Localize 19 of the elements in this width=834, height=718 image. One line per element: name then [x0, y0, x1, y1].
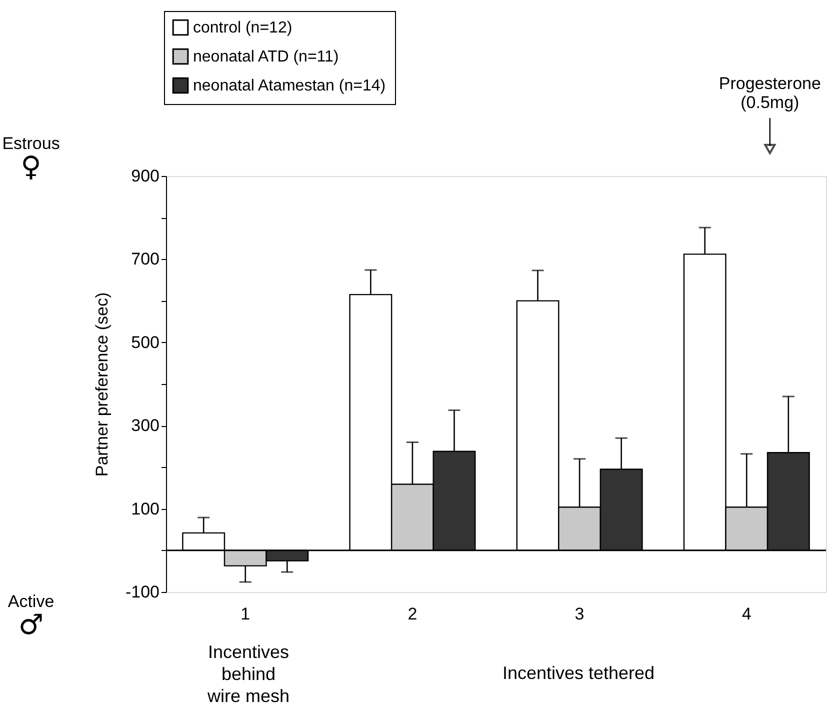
- y-tick-label: 700: [131, 250, 160, 269]
- y-tick-label: -100: [125, 582, 160, 602]
- y-axis-title: Partner preference (sec): [92, 292, 112, 477]
- legend-label: control (n=12): [193, 20, 292, 36]
- text: Estrous ♀: [2, 134, 60, 183]
- text: Progesterone (0.5mg): [718, 74, 821, 112]
- x-tick-label: 3: [574, 604, 584, 624]
- legend-label: neonatal Atamestan (n=14): [193, 78, 386, 94]
- x-tick-label: 1: [240, 604, 250, 624]
- y-tick-label: 100: [131, 499, 160, 518]
- y-tick-label: 300: [131, 416, 160, 436]
- y-tick-label: 500: [131, 332, 160, 352]
- y-tick-label: 900: [131, 166, 160, 186]
- x-tick-label: 4: [742, 604, 752, 624]
- text: Incentives tethered: [502, 663, 655, 683]
- x-tick-label: 2: [408, 604, 418, 624]
- text: Active ♂: [8, 592, 54, 641]
- legend-label: neonatal ATD (n=11): [193, 48, 339, 66]
- text: Incentives behind wire mesh: [206, 642, 290, 706]
